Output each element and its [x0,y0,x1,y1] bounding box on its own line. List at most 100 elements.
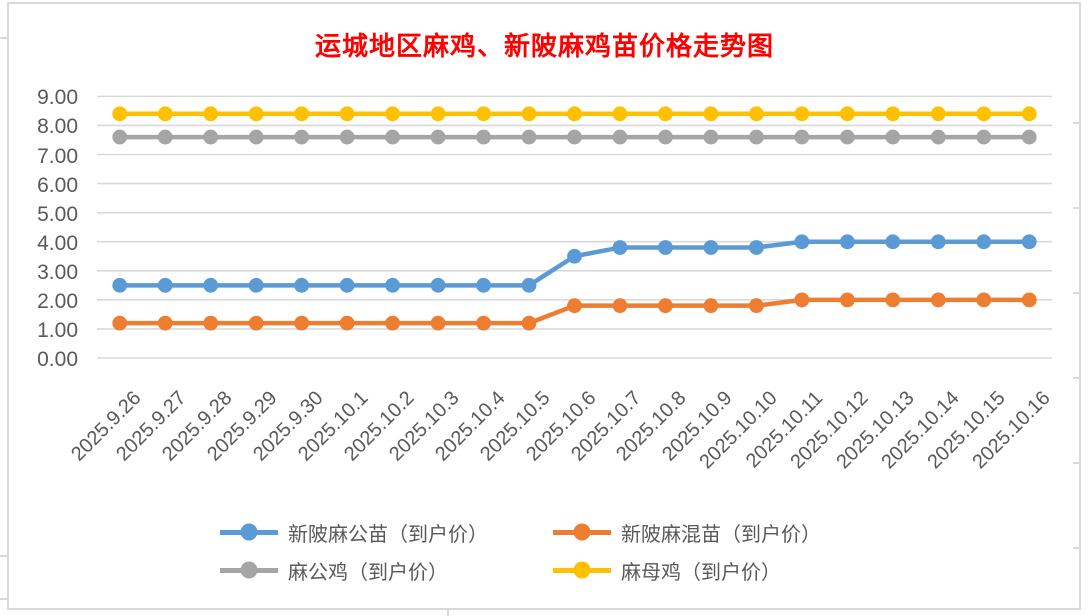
data-point-marker [567,106,582,122]
cell-gridline-stub [447,610,449,616]
data-point-marker [703,106,719,122]
data-point-marker [885,129,901,145]
data-point-marker [157,315,173,331]
data-point-marker [794,234,810,250]
data-point-marker [658,106,673,122]
data-point-marker [521,277,537,293]
legend-marker-dot-icon [240,523,258,541]
data-point-marker [930,292,946,308]
data-point-marker [976,234,992,250]
legend-label: 麻公鸡（到户价） [288,561,448,584]
data-point-marker [885,292,901,308]
data-point-marker [976,292,992,308]
legend-item-2: 麻公鸡（到户价） [220,555,448,585]
cell-gridline-stub [1073,547,1081,549]
data-point-marker [749,298,764,314]
data-point-marker [112,106,128,122]
data-point-marker [294,277,310,293]
data-point-marker [612,298,628,314]
data-point-marker [794,106,810,122]
legend-marker-icon [220,561,278,579]
cell-gridline-stub [1073,207,1081,209]
data-point-marker [203,277,219,293]
data-point-marker [976,129,992,145]
data-point-marker [930,129,946,145]
data-point-marker [749,106,764,122]
data-point-marker [476,277,491,293]
y-axis-tick-label: 0.00 [37,348,78,371]
data-point-marker [885,106,901,122]
data-point-marker [385,277,400,293]
y-axis-tick-label: 4.00 [37,231,78,255]
y-axis-tick-label: 9.00 [37,86,78,110]
data-point-marker [1021,234,1037,250]
data-point-marker [612,240,628,255]
data-point-marker [476,315,491,331]
data-point-marker [1021,129,1037,145]
data-point-marker [885,234,901,250]
data-point-marker [612,129,628,145]
data-point-marker [839,106,855,122]
data-point-marker [658,129,673,145]
legend-marker-icon [553,561,611,579]
data-point-marker [930,106,946,122]
data-point-marker [567,129,582,145]
legend-label: 麻母鸡（到户价） [621,561,781,584]
cell-gridline-stub [1073,122,1081,124]
data-point-marker [1021,292,1037,308]
data-point-marker [476,129,491,145]
data-point-marker [339,106,355,122]
data-point-marker [294,315,310,331]
data-point-marker [203,106,219,122]
data-point-marker [248,315,264,331]
data-point-marker [839,129,855,145]
data-point-marker [203,129,219,145]
y-axis-tick-label: 6.00 [37,173,78,197]
cell-gridline-stub [0,555,7,557]
data-point-marker [703,240,719,255]
cell-gridline-stub [1073,292,1081,294]
y-axis-tick-label: 2.00 [37,289,78,313]
data-point-marker [112,277,128,293]
data-point-marker [430,315,446,331]
cell-gridline-stub [0,598,7,600]
legend-item-0: 新陂麻公苗（到户价） [220,517,488,547]
legend-marker-icon [220,523,278,541]
data-point-marker [521,106,537,122]
data-point-marker [112,129,128,145]
data-point-marker [385,106,400,122]
legend-label: 新陂麻公苗（到户价） [288,523,488,546]
data-point-marker [157,106,173,122]
data-point-marker [339,315,355,331]
legend-label: 新陂麻混苗（到户价） [621,523,821,546]
data-point-marker [476,106,491,122]
y-axis-tick-label: 1.00 [37,318,78,342]
legend-item-3: 麻母鸡（到户价） [553,555,781,585]
data-point-marker [1021,106,1037,122]
data-point-marker [157,277,173,293]
data-point-marker [248,129,264,145]
y-axis-tick-label: 7.00 [37,144,78,168]
data-point-marker [839,234,855,250]
data-point-marker [339,129,355,145]
chart-title: 运城地区麻鸡、新陂麻鸡苗价格走势图 [314,32,774,61]
data-point-marker [294,129,310,145]
data-point-marker [157,129,173,145]
y-axis-tick-label: 3.00 [37,260,78,284]
data-point-marker [248,277,264,293]
data-point-marker [521,315,537,331]
legend-marker-icon [553,523,611,541]
data-point-marker [567,248,582,264]
data-point-marker [658,240,673,255]
data-point-marker [112,315,128,331]
data-point-marker [430,277,446,293]
data-point-marker [976,106,992,122]
y-axis-tick-label: 8.00 [37,115,78,139]
data-point-marker [521,129,537,145]
data-point-marker [612,106,628,122]
data-point-marker [749,129,764,145]
cell-gridline-stub [1073,462,1081,464]
legend-marker-dot-icon [573,561,591,579]
y-axis-tick-label: 5.00 [37,202,78,226]
